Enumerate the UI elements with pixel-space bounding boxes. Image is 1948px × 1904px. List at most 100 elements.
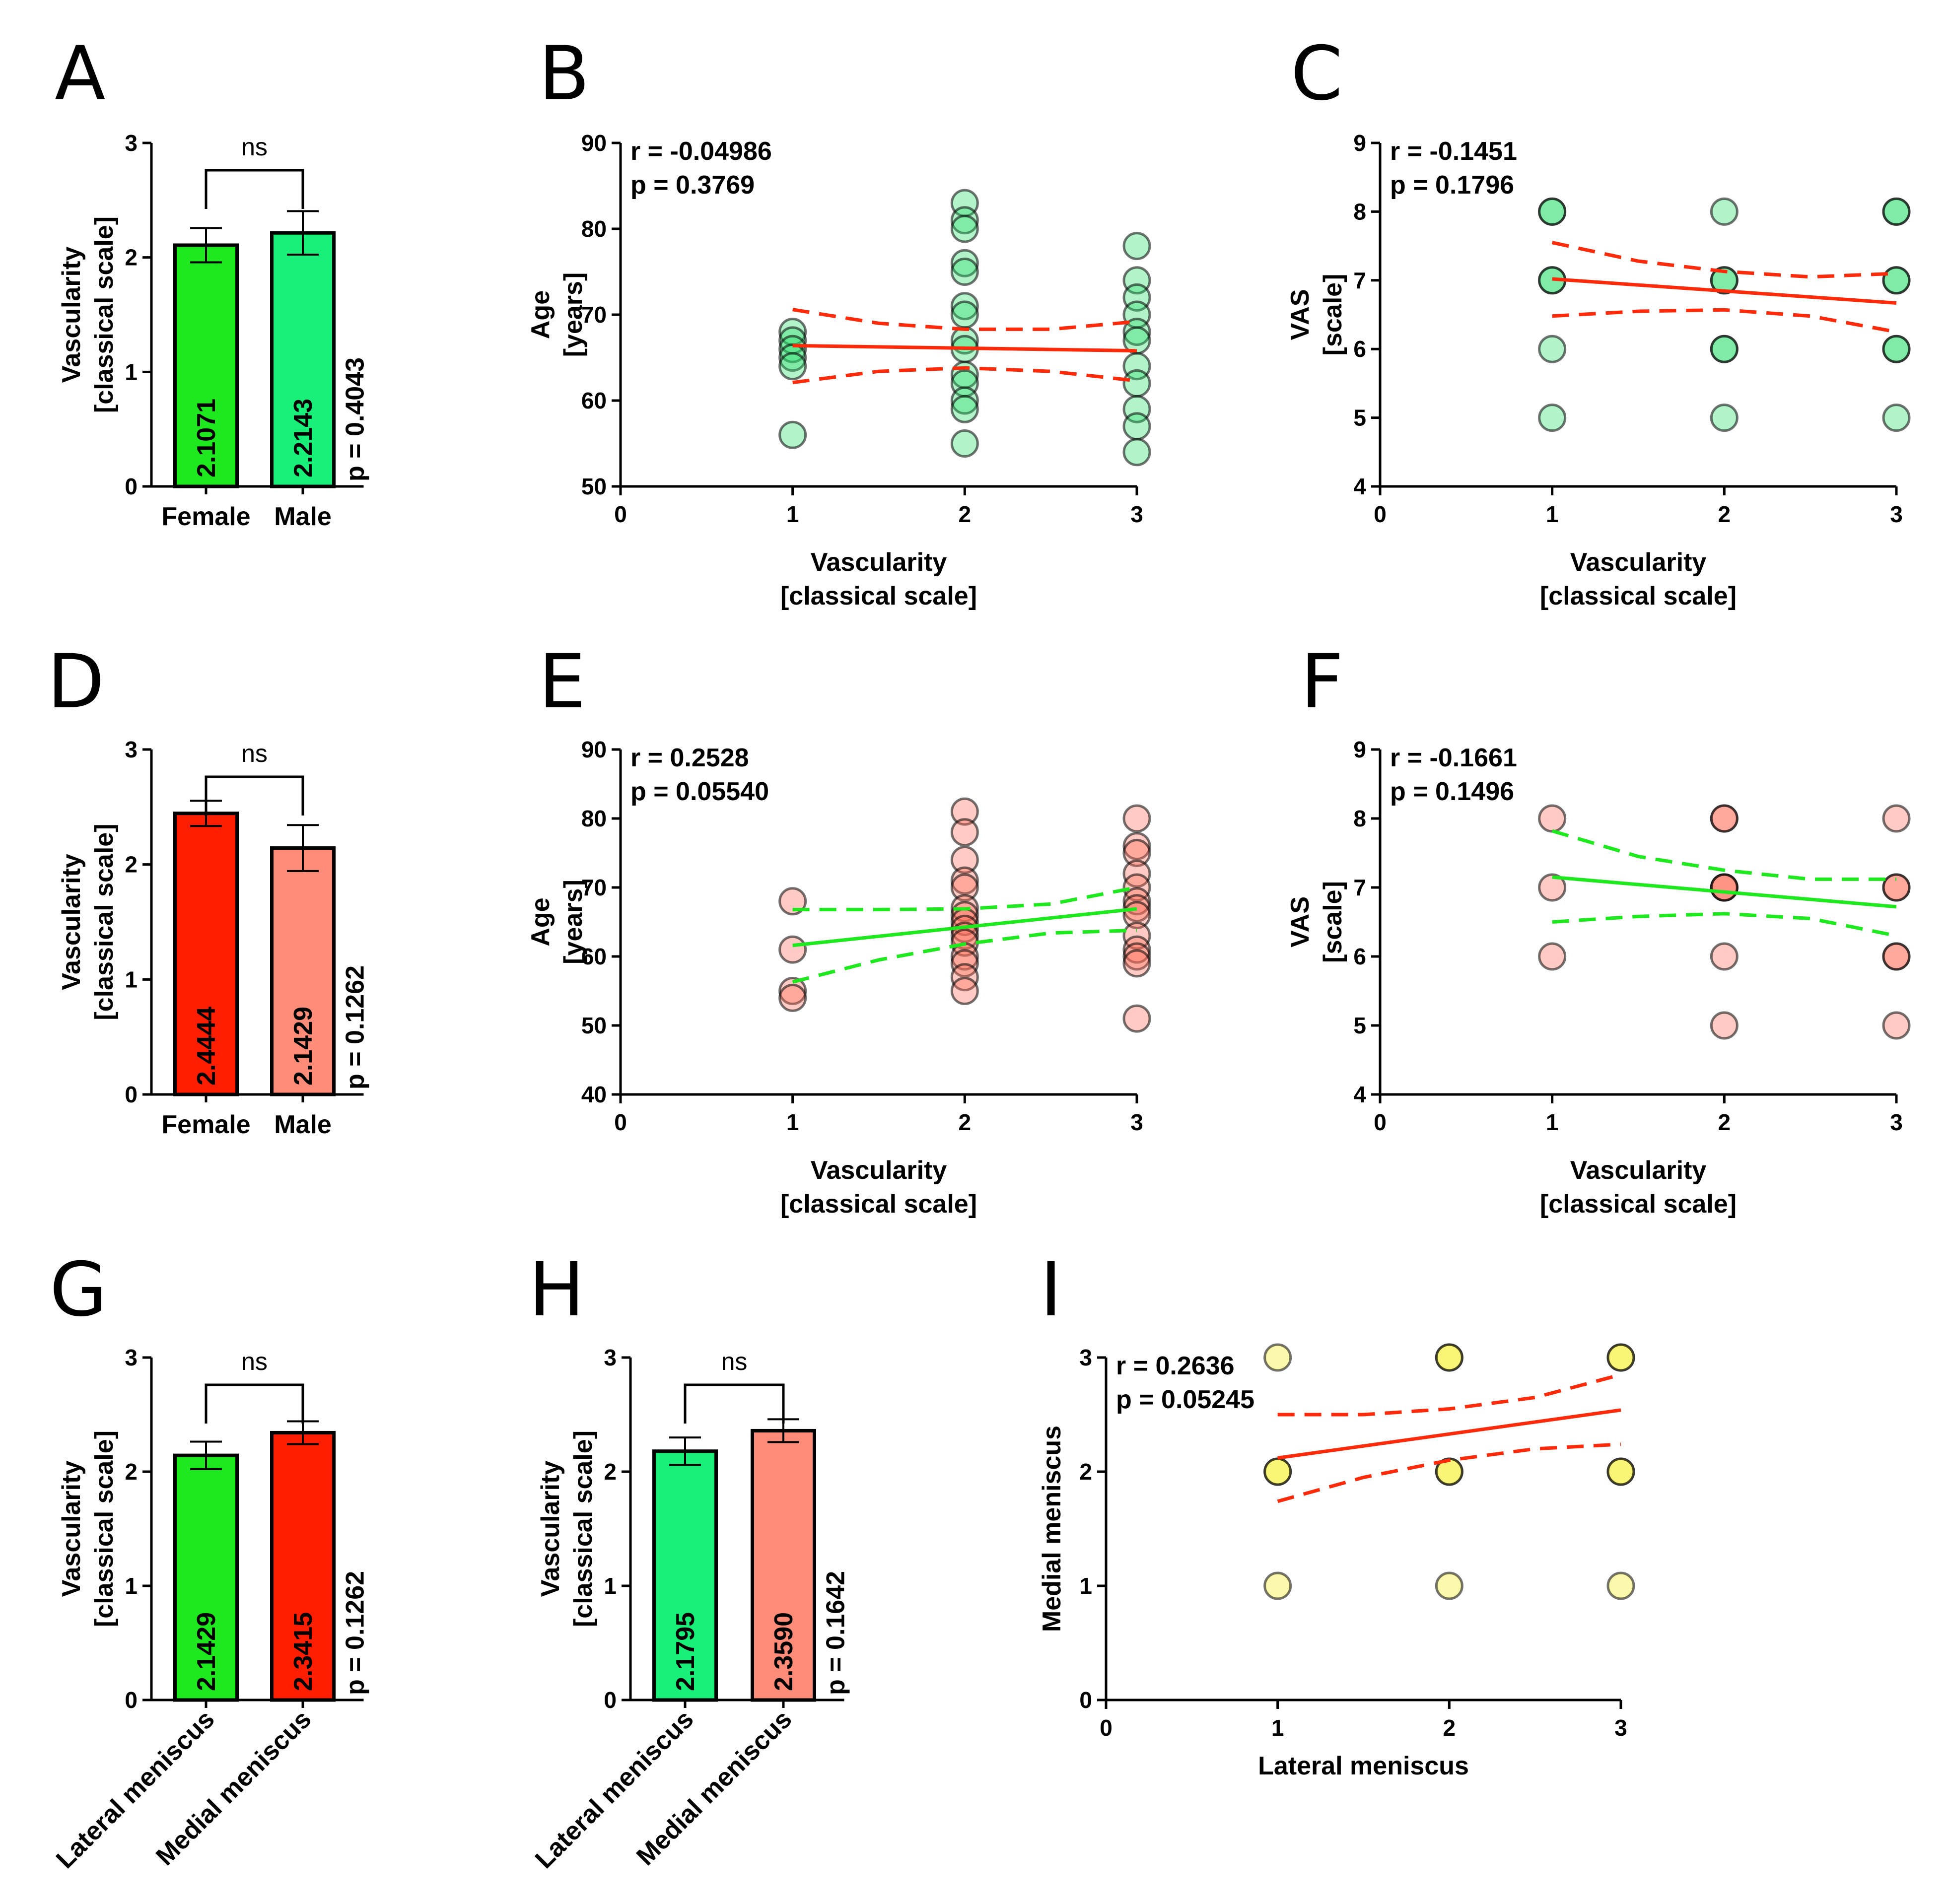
panel-label: H: [529, 1247, 585, 1333]
p-value: p = 0.1796: [1390, 171, 1514, 200]
y-axis-title: Vascularity [classical scale]: [57, 1430, 119, 1627]
p-value: p = 0.1262: [341, 1571, 370, 1695]
data-point: [1538, 404, 1567, 432]
panel-label: I: [1040, 1247, 1062, 1333]
y-tick-label: 3: [125, 1345, 138, 1370]
x-tick-label: 2: [1443, 1715, 1456, 1741]
x-tick-label: 3: [1890, 1109, 1903, 1135]
r-value: r = -0.04986: [630, 137, 772, 166]
x-tick-label: Male: [274, 1110, 332, 1139]
data-point: [1122, 318, 1151, 346]
x-tick-label: 2: [959, 1109, 972, 1135]
x-tick-label: 0: [614, 1109, 627, 1135]
ci-upper-line: [792, 308, 1137, 331]
y-axis-title-line: [classical scale]: [569, 1430, 598, 1627]
data-point: [950, 818, 979, 847]
data-point: [950, 866, 979, 895]
data-point: [1122, 1004, 1151, 1033]
panel-label: E: [539, 639, 586, 725]
bar-value-label: 2.1071: [192, 399, 221, 477]
data-point: [1122, 369, 1151, 398]
x-axis-title-line: [classical scale]: [780, 1190, 977, 1219]
y-tick-label: 8: [1353, 806, 1366, 831]
y-axis-title: Vascularity [classical scale]: [57, 823, 119, 1020]
significance-bracket: [684, 1383, 785, 1424]
data-point: [1122, 804, 1151, 833]
data-point: [1710, 873, 1739, 902]
y-tick-label: 60: [581, 944, 607, 969]
x-tick-label: 3: [1614, 1715, 1627, 1741]
bar-value-label: 2.1429: [192, 1612, 221, 1691]
data-point: [1122, 412, 1151, 441]
ci-lower-line: [1552, 308, 1897, 334]
data-point: [1710, 942, 1739, 971]
x-tick-label: 2: [959, 501, 972, 527]
y-tick-label: 1: [1079, 1573, 1092, 1599]
significance-label: ns: [241, 133, 268, 161]
x-tick-label: Lateral meniscus: [51, 1704, 220, 1874]
x-tick-label: 1: [1546, 501, 1559, 527]
significance-bracket: [205, 1383, 304, 1424]
p-value: p = 0.4043: [341, 357, 370, 481]
x-tick-label: 0: [1374, 1109, 1387, 1135]
y-tick-label: 4: [1353, 1082, 1366, 1107]
data-point: [1122, 232, 1151, 261]
bar-value-label: 2.1795: [671, 1612, 700, 1691]
y-tick-label: 7: [1353, 268, 1366, 293]
y-tick-label: 6: [1353, 944, 1366, 969]
data-point: [950, 797, 979, 826]
data-point: [1263, 1571, 1292, 1600]
p-value: p = 0.05540: [630, 777, 769, 806]
significance-label: ns: [241, 1348, 268, 1375]
x-tick-label: 0: [1100, 1715, 1113, 1741]
x-axis-title-line: Lateral meniscus: [1258, 1752, 1469, 1780]
y-tick-label: 0: [125, 474, 138, 499]
data-point: [1538, 197, 1567, 226]
regression-line: [1277, 1408, 1621, 1460]
y-axis-title-line: [classical scale]: [90, 823, 119, 1020]
bar: [751, 1428, 816, 1702]
y-axis-title: VAS [scale]: [1286, 274, 1347, 356]
significance-bracket: [205, 775, 304, 816]
data-point: [1263, 1457, 1292, 1486]
y-tick-label: 2: [125, 1459, 138, 1485]
y-tick-label: 9: [1353, 130, 1366, 156]
y-tick-label: 70: [581, 302, 607, 328]
x-axis-title-line: [classical scale]: [780, 582, 977, 611]
y-tick-label: 5: [1353, 405, 1366, 431]
y-tick-label: 3: [604, 1345, 617, 1370]
data-point: [950, 300, 979, 329]
data-point: [950, 258, 979, 286]
data-point: [1122, 942, 1151, 971]
data-point: [950, 429, 979, 458]
y-axis-title-line: [scale]: [1319, 881, 1347, 963]
y-tick-label: 1: [125, 359, 138, 385]
bar-value-label: 2.1429: [289, 1007, 318, 1086]
y-tick-label: 8: [1353, 199, 1366, 224]
y-tick-label: 60: [581, 388, 607, 413]
data-point: [1122, 832, 1151, 861]
x-tick-label: Female: [161, 1110, 250, 1139]
x-tick-label: 3: [1130, 501, 1143, 527]
ci-lower-line: [1552, 912, 1897, 938]
data-point: [950, 249, 979, 277]
data-point: [1882, 197, 1911, 226]
data-point: [1710, 335, 1739, 363]
y-tick-label: 5: [1353, 1013, 1366, 1038]
x-tick-label: 1: [1546, 1109, 1559, 1135]
y-tick-label: 0: [125, 1687, 138, 1713]
panel-b: B 50 60 70 80 90 Age [years] 0 1 2 3 Vascularity [cla…: [526, 31, 1151, 611]
y-tick-label: 3: [1079, 1345, 1092, 1370]
panel-f: F 4 5 6 7 8 9 VAS [scale] 0 1 2 3 Vascularity [classic…: [1286, 639, 1911, 1219]
x-tick-label: 2: [1718, 501, 1731, 527]
y-tick-label: 1: [604, 1573, 617, 1599]
regression-line: [792, 907, 1137, 948]
panel-e: E 40 50 60 70 80 90 Age [years] 0 1 2 3 Vascularity [c…: [526, 639, 1151, 1219]
data-point: [778, 887, 807, 916]
data-point: [1606, 1343, 1635, 1372]
data-point: [950, 206, 979, 235]
p-value: p = 0.05245: [1116, 1385, 1254, 1414]
ci-upper-line: [792, 885, 1137, 911]
y-tick-label: 4: [1353, 474, 1366, 499]
y-axis-title: Age [years]: [526, 272, 588, 357]
